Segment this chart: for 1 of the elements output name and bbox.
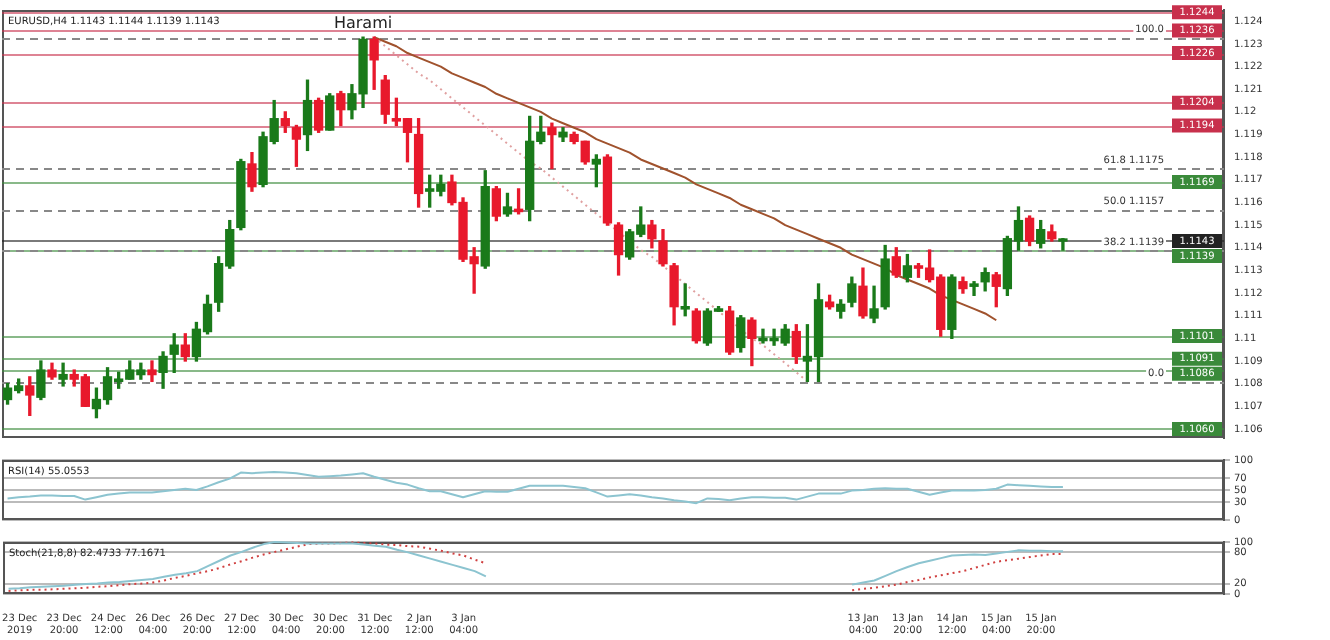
annotation: Harami bbox=[333, 13, 393, 32]
